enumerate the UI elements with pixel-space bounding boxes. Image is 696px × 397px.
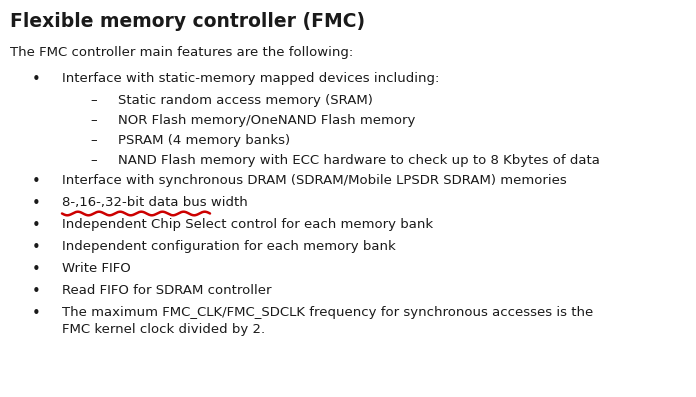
Text: –: – [90, 94, 97, 107]
Text: •: • [32, 218, 41, 233]
Text: •: • [32, 240, 41, 255]
Text: NOR Flash memory/OneNAND Flash memory: NOR Flash memory/OneNAND Flash memory [118, 114, 416, 127]
Text: The FMC controller main features are the following:: The FMC controller main features are the… [10, 46, 354, 59]
Text: •: • [32, 72, 41, 87]
Text: 8-,16-,32-bit data bus width: 8-,16-,32-bit data bus width [62, 196, 248, 209]
Text: –: – [90, 154, 97, 167]
Text: Independent configuration for each memory bank: Independent configuration for each memor… [62, 240, 396, 253]
Text: NAND Flash memory with ECC hardware to check up to 8 Kbytes of data: NAND Flash memory with ECC hardware to c… [118, 154, 600, 167]
Text: Write FIFO: Write FIFO [62, 262, 131, 275]
Text: –: – [90, 134, 97, 147]
Text: Flexible memory controller (FMC): Flexible memory controller (FMC) [10, 12, 365, 31]
Text: •: • [32, 196, 41, 211]
Text: Read FIFO for SDRAM controller: Read FIFO for SDRAM controller [62, 284, 271, 297]
Text: Interface with synchronous DRAM (SDRAM/Mobile LPSDR SDRAM) memories: Interface with synchronous DRAM (SDRAM/M… [62, 174, 567, 187]
Text: The maximum FMC_CLK/FMC_SDCLK frequency for synchronous accesses is the
FMC kern: The maximum FMC_CLK/FMC_SDCLK frequency … [62, 306, 593, 335]
Text: •: • [32, 262, 41, 277]
Text: PSRAM (4 memory banks): PSRAM (4 memory banks) [118, 134, 290, 147]
Text: •: • [32, 306, 41, 321]
Text: Independent Chip Select control for each memory bank: Independent Chip Select control for each… [62, 218, 433, 231]
Text: •: • [32, 174, 41, 189]
Text: –: – [90, 114, 97, 127]
Text: •: • [32, 284, 41, 299]
Text: Interface with static-memory mapped devices including:: Interface with static-memory mapped devi… [62, 72, 439, 85]
Text: Static random access memory (SRAM): Static random access memory (SRAM) [118, 94, 373, 107]
